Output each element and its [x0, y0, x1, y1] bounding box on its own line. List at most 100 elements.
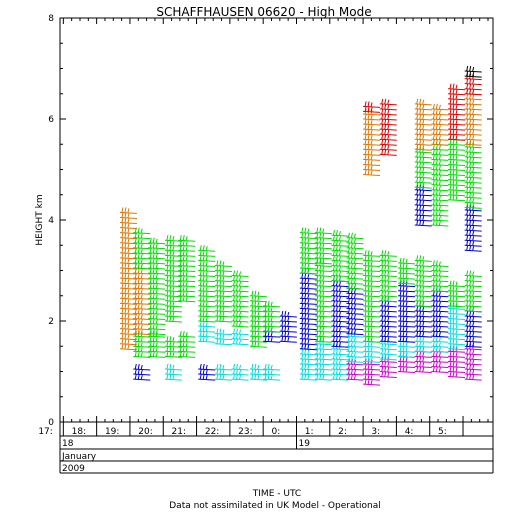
wind-barb: [431, 336, 449, 343]
barb-feather: [179, 290, 182, 296]
wind-barb: [414, 315, 432, 323]
barb-feather: [435, 154, 438, 160]
wind-barb: [249, 331, 267, 338]
wind-barb: [164, 235, 182, 242]
wind-barb: [431, 189, 449, 197]
barb-feather: [449, 285, 452, 291]
barb-shaft: [414, 275, 432, 278]
barb-feather: [469, 290, 472, 296]
barb-shaft: [414, 219, 432, 222]
barb-shaft: [178, 275, 196, 278]
barb-feather: [469, 341, 472, 347]
barb-feather: [319, 265, 322, 271]
barb-shaft: [414, 305, 432, 308]
barb-shaft: [331, 239, 349, 242]
barb-shaft: [263, 373, 281, 376]
barb-shaft: [431, 123, 449, 126]
barb-feather: [364, 336, 367, 342]
barb-feather: [472, 89, 475, 94]
wind-barb: [379, 270, 397, 278]
barb-shaft: [346, 277, 364, 280]
barb-feather: [419, 161, 422, 168]
barb-feather: [166, 341, 169, 347]
barb-feather: [364, 118, 367, 125]
barb-shaft: [314, 295, 332, 298]
barb-shaft: [178, 345, 196, 348]
barb-feather: [387, 256, 390, 261]
barb-feather: [466, 182, 469, 188]
barb-feather: [182, 240, 185, 246]
barb-feather: [152, 336, 155, 342]
barb-feather: [449, 179, 452, 185]
barb-feather: [134, 267, 137, 274]
barb-shaft: [164, 270, 182, 272]
wind-barb: [414, 151, 432, 159]
wind-barb: [314, 315, 332, 323]
wind-barb: [119, 318, 137, 326]
barb-feather: [405, 311, 408, 317]
barb-feather: [233, 310, 236, 317]
wind-barb: [379, 331, 397, 338]
barb-feather: [364, 310, 367, 317]
barb-feather: [387, 316, 390, 322]
barb-feather: [469, 139, 472, 145]
barb-feather: [399, 315, 402, 322]
barb-feather: [137, 283, 140, 289]
barb-feather: [384, 250, 387, 256]
barb-feather: [422, 99, 425, 104]
wind-barb: [414, 177, 432, 184]
barb-feather: [449, 93, 452, 99]
barb-feather: [322, 354, 325, 359]
barb-shaft: [379, 108, 397, 111]
barb-shaft: [464, 300, 482, 303]
barb-shaft: [448, 199, 466, 202]
barb-shaft: [314, 315, 332, 318]
barb-shaft: [398, 350, 416, 353]
barb-shaft: [299, 297, 317, 300]
barb-shaft: [448, 169, 466, 171]
barb-feather: [219, 328, 222, 334]
barb-feather: [432, 154, 435, 160]
barb-shaft: [148, 323, 166, 326]
barb-feather: [438, 321, 441, 327]
barb-feather: [202, 285, 205, 291]
barb-shaft: [431, 355, 449, 358]
barb-feather: [350, 323, 353, 329]
barb-feather: [335, 363, 338, 370]
barb-feather: [387, 271, 390, 276]
barb-feather: [124, 323, 127, 329]
wind-barb: [448, 328, 466, 336]
wind-barb: [331, 270, 349, 278]
barb-feather: [469, 310, 472, 317]
barb-shaft: [198, 305, 216, 308]
wind-barb: [379, 139, 397, 146]
barb-feather: [399, 361, 402, 367]
barb-feather: [432, 129, 435, 135]
barb-feather: [353, 238, 356, 243]
barb-feather: [322, 228, 325, 233]
wind-barb: [346, 336, 364, 343]
barb-feather: [449, 371, 452, 377]
barb-feather: [364, 129, 367, 135]
wind-barb: [346, 346, 364, 353]
wind-barb: [431, 320, 449, 328]
barb-shaft: [231, 280, 249, 283]
barb-feather: [316, 348, 319, 354]
barb-feather: [432, 199, 435, 205]
barb-feather: [402, 320, 405, 327]
barb-feather: [449, 164, 452, 170]
barb-feather: [438, 286, 441, 291]
barb-feather: [127, 218, 130, 223]
barb-shaft: [198, 290, 216, 293]
barb-feather: [199, 300, 202, 306]
barb-feather: [419, 113, 422, 120]
barb-feather: [169, 265, 172, 271]
barb-feather: [319, 280, 322, 286]
barb-feather: [316, 326, 319, 332]
wind-barb: [119, 252, 137, 260]
barb-feather: [381, 315, 384, 322]
barb-shaft: [414, 360, 432, 363]
wind-barb: [414, 305, 432, 313]
barb-shaft: [178, 335, 196, 338]
barb-feather: [169, 368, 172, 375]
